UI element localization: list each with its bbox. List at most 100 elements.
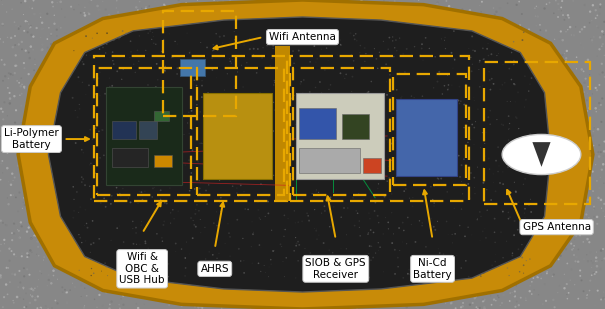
Point [82, 130, 91, 135]
Point [223, 11, 233, 15]
Point [81, 239, 91, 243]
Point [399, 228, 408, 233]
Point [274, 290, 284, 294]
Point [216, 36, 226, 41]
Point [532, 233, 542, 238]
Point [393, 264, 403, 269]
Point [202, 99, 212, 104]
Point [580, 80, 589, 85]
Point [148, 30, 157, 35]
Point [462, 112, 472, 116]
Point [330, 63, 340, 68]
Point [590, 303, 600, 308]
Point [564, 131, 574, 136]
Point [59, 102, 68, 107]
Point [57, 188, 67, 193]
Point [100, 214, 110, 219]
Point [140, 153, 150, 158]
Point [315, 84, 325, 89]
Point [339, 146, 349, 151]
Point [516, 228, 526, 233]
Point [78, 30, 88, 35]
Point [515, 152, 525, 157]
Point [563, 81, 572, 86]
Point [11, 108, 21, 113]
Point [249, 243, 258, 248]
Point [203, 240, 212, 245]
Point [87, 273, 96, 278]
Point [113, 69, 122, 74]
Point [442, 124, 452, 129]
Point [365, 26, 374, 31]
Point [260, 232, 270, 237]
Point [600, 19, 605, 24]
Point [118, 155, 128, 160]
Point [321, 76, 330, 81]
Point [340, 76, 350, 81]
Point [544, 147, 554, 152]
Point [501, 264, 511, 269]
Point [425, 79, 435, 84]
Point [561, 29, 571, 34]
Point [359, 290, 369, 295]
Point [64, 272, 74, 277]
Point [512, 2, 522, 7]
Point [420, 149, 430, 154]
Point [365, 170, 375, 175]
Point [157, 235, 167, 240]
Point [160, 276, 169, 281]
Point [383, 158, 393, 163]
Point [347, 108, 356, 113]
Point [357, 199, 367, 204]
Point [391, 79, 401, 84]
Point [316, 236, 326, 241]
Point [268, 57, 278, 62]
Point [272, 222, 281, 227]
Point [81, 43, 91, 48]
Point [488, 87, 498, 92]
Point [471, 138, 481, 142]
Point [119, 239, 128, 244]
Point [557, 8, 566, 13]
Point [198, 159, 208, 164]
Point [156, 197, 166, 202]
Point [364, 89, 373, 94]
Point [509, 100, 519, 105]
Point [278, 92, 287, 97]
Point [154, 173, 164, 178]
Point [143, 246, 153, 251]
Point [493, 268, 503, 273]
Point [132, 272, 142, 277]
Point [407, 129, 416, 134]
Point [31, 210, 41, 215]
Point [367, 244, 376, 249]
Point [351, 97, 361, 102]
Point [410, 240, 420, 245]
Point [156, 182, 166, 187]
Point [409, 226, 419, 231]
Point [68, 215, 78, 220]
Point [433, 219, 443, 224]
Point [511, 51, 520, 56]
Point [252, 70, 261, 75]
Point [417, 143, 427, 148]
Point [128, 238, 138, 243]
Point [488, 193, 498, 197]
Point [168, 55, 178, 60]
Point [557, 211, 566, 216]
Point [82, 196, 91, 201]
Point [321, 55, 331, 60]
Point [296, 288, 306, 293]
Point [268, 248, 278, 253]
Point [466, 36, 476, 41]
Point [411, 42, 421, 47]
Point [465, 87, 474, 92]
Point [432, 159, 442, 164]
Point [283, 46, 293, 51]
Point [128, 219, 137, 224]
Point [475, 58, 485, 63]
Point [336, 294, 345, 299]
Point [126, 155, 136, 160]
Point [307, 275, 317, 280]
Point [215, 178, 224, 183]
